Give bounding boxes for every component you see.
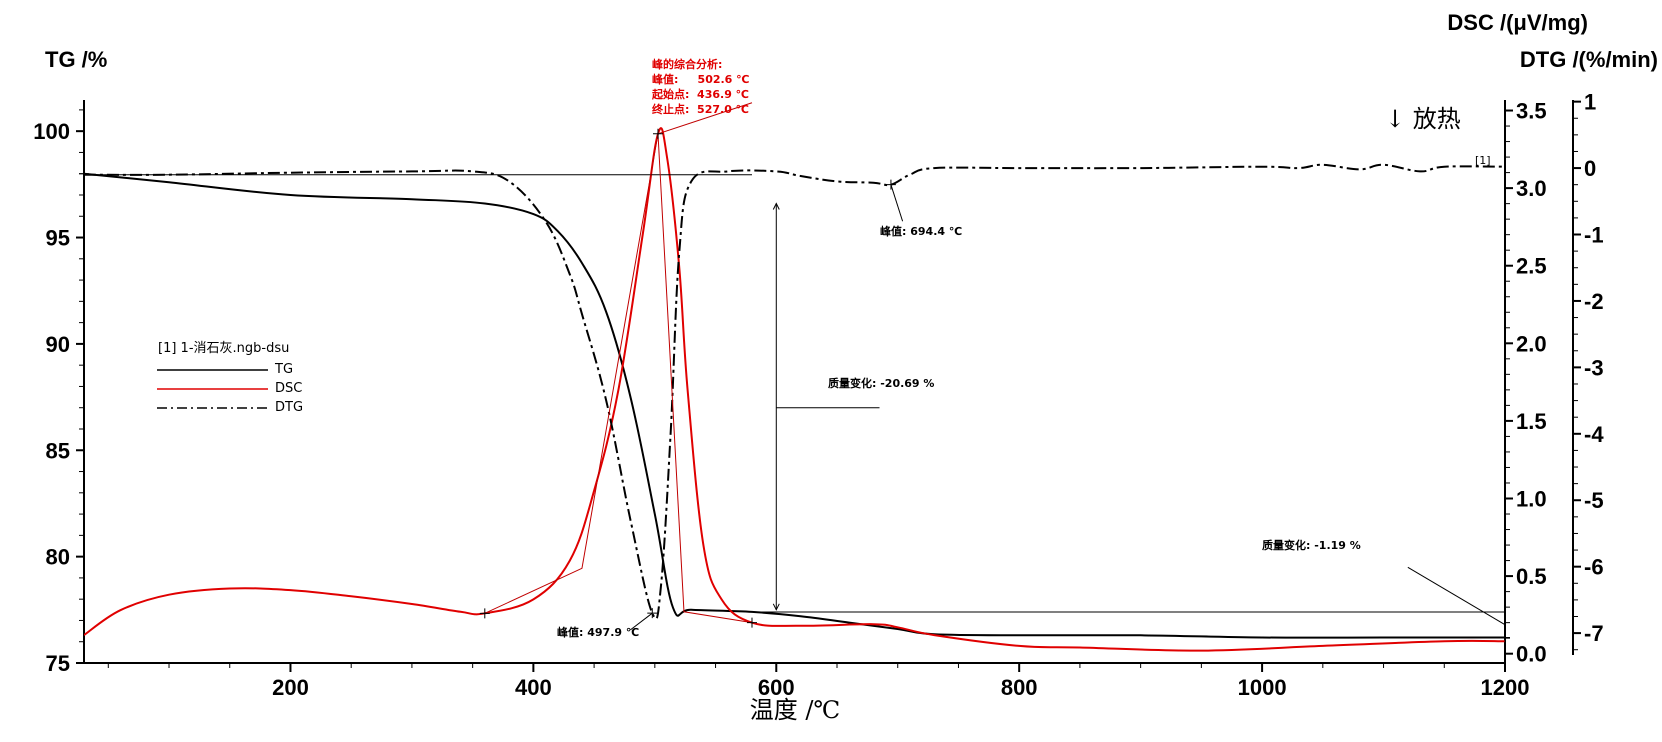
dsc-peak-analysis: 峰的综合分析: 峰值: 502.6 ℃ 起始点: 436.9 ℃ 终止点: 52… [651,57,750,116]
tg-tick-label: 100 [33,119,70,144]
dsc-onset-marker [479,608,490,619]
dtg-axis-title: DTG /(%/min) [1520,47,1658,72]
axis-ticks: 200 400 600 800 1000 1200 75 80 85 90 95 100 0.0 0.5 1… [33,90,1604,700]
legend: [1] 1-消石灰.ngb-dsu TG DSC DTG [157,341,303,415]
tg-tick-label: 90 [46,332,70,357]
peak-analysis-endset: 终止点: 527.0 ℃ [652,102,749,116]
annotation-lines [79,102,1510,643]
dsc-end-marker [746,617,757,628]
dtg-peak-marker-2 [885,179,896,190]
dtg-peak-marker-1 [647,608,658,619]
dsc-tick-label: 0.5 [1516,564,1547,589]
dsc-tick-label: 3.0 [1516,176,1547,201]
dtg-tick-label: -4 [1584,422,1604,447]
dtg-tick-label: -6 [1584,555,1604,580]
dtg-tick-label: -5 [1584,488,1604,513]
mass-change-leader-2 [1407,566,1506,626]
dsc-tick-label: 1.0 [1516,486,1547,511]
x-tick-label: 600 [758,675,795,700]
legend-file-label: [1] 1-消石灰.ngb-dsu [158,341,289,356]
dsc-tick-label: 0.0 [1516,642,1547,667]
tg-tick-label: 85 [46,438,70,463]
tg-axis-title: TG /% [45,47,107,72]
dsc-endset-tangent [657,133,753,624]
series-tg-line [84,172,1505,639]
tg-start-marker [79,168,89,179]
dtg-tick-label: -7 [1584,621,1604,646]
mass-change-arrow-up [772,202,780,210]
exotherm-label: ↓ 放热 [1385,105,1461,133]
dsc-tick-label: 3.5 [1516,99,1547,124]
peak-analysis-leader [657,102,753,135]
x-tick-label: 400 [515,675,552,700]
tg-tick-label: 95 [46,226,70,251]
dtg-peak-label-1: 峰值: 497.9 ℃ [557,625,639,639]
legend-dsc-label: DSC [275,381,302,396]
mass-change-label-2: 质量变化: -1.19 % [1262,538,1361,552]
dtg-tick-label: -3 [1584,355,1604,380]
dtg-tick-label: 1 [1584,90,1596,115]
peak-analysis-title: 峰的综合分析: [652,57,722,71]
dsc-peak-marker [652,128,663,139]
legend-tg-label: TG [274,362,293,377]
dtg-peak-leader-1 [630,612,653,631]
series-dtg-line [84,163,1506,620]
x-tick-label: 1000 [1238,675,1287,700]
dsc-tick-label: 1.5 [1516,409,1547,434]
dsc-tick-label: 2.5 [1516,254,1547,279]
series-dsc-line [84,127,1506,652]
dtg-tick-label: -1 [1584,223,1604,248]
x-tick-label: 200 [272,675,309,700]
dsc-tick-label: 2.0 [1516,331,1547,356]
legend-dtg-label: DTG [275,400,303,415]
dtg-tick-label: -2 [1584,289,1604,314]
dsc-axis-title: DSC /(μV/mg) [1447,10,1588,35]
mass-change-label-1: 质量变化: -20.69 % [828,376,934,390]
peak-analysis-onset: 起始点: 436.9 ℃ [651,87,749,101]
tg-tick-label: 80 [46,545,70,570]
peak-analysis-peak: 峰值: 502.6 ℃ [652,72,750,86]
curve-tag: [1] [1475,154,1491,167]
dtg-tick-label: 0 [1584,156,1596,181]
dtg-peak-leader-2 [890,184,904,222]
curves [84,127,1506,652]
x-axis-title: 温度 /℃ [750,696,841,724]
dtg-peak-label-2: 峰值: 694.4 ℃ [880,224,962,238]
x-tick-label: 800 [1001,675,1038,700]
dsc-onset-tangent [484,133,659,614]
mass-change-arrow-down [772,603,780,611]
tg-tick-label: 75 [46,651,70,676]
x-tick-label: 1200 [1481,675,1530,700]
